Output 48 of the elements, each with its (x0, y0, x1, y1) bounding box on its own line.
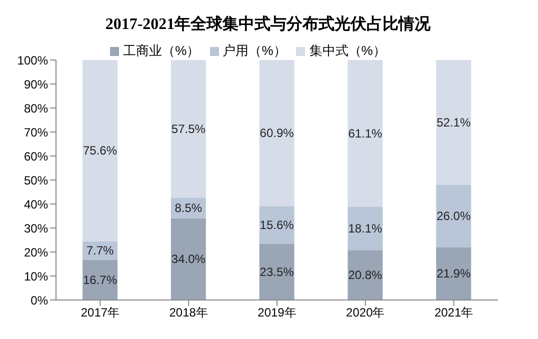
legend-label: 工商业（%） (123, 43, 200, 58)
x-tick-label: 2020年 (346, 306, 385, 320)
y-tick-label: 10% (24, 269, 48, 284)
y-tick-label: 30% (24, 221, 48, 236)
data-label: 7.7% (86, 244, 114, 258)
y-tick-label: 40% (24, 197, 48, 212)
bar (259, 60, 294, 206)
legend-label: 集中式（%） (309, 43, 386, 58)
data-label: 21.9% (436, 266, 471, 281)
data-label: 34.0% (171, 252, 206, 266)
bar (348, 60, 383, 207)
data-label: 61.1% (348, 126, 383, 140)
x-tick-label: 2021年 (434, 306, 474, 320)
x-tick-label: 2019年 (258, 306, 296, 320)
y-tick-label: 0% (30, 293, 48, 308)
y-tick-label: 90% (24, 77, 48, 92)
bar (82, 60, 118, 242)
data-label: 16.7% (83, 272, 118, 287)
legend-label: 户用（%） (222, 43, 286, 58)
data-label: 23.5% (260, 264, 294, 279)
bar (436, 247, 472, 300)
data-label: 15.6% (260, 218, 294, 232)
bar (170, 60, 206, 198)
data-label: 52.1% (436, 116, 471, 130)
data-label: 26.0% (436, 209, 471, 224)
data-label: 8.5% (174, 201, 202, 216)
data-label: 75.6% (83, 144, 118, 158)
bar (436, 185, 472, 248)
bar (259, 206, 294, 244)
y-tick-label: 60% (24, 149, 48, 164)
y-tick-label: 100% (17, 53, 48, 68)
bar (436, 60, 472, 186)
bar (82, 260, 118, 300)
bar (170, 218, 206, 300)
y-tick-label: 20% (24, 245, 48, 260)
data-label: 57.5% (171, 122, 206, 136)
data-label: 60.9% (260, 126, 294, 140)
bar (348, 250, 383, 300)
y-tick-label: 80% (24, 101, 48, 116)
chart-title: 2017-2021年全球集中式与分布式光伏占比情况 (104, 14, 432, 35)
bar (259, 244, 294, 300)
data-label: 20.8% (348, 268, 383, 282)
x-tick-label: 2018年 (169, 306, 208, 320)
data-label: 18.1% (348, 221, 383, 236)
x-tick-label: 2017年 (80, 306, 120, 320)
y-tick-label: 50% (24, 173, 48, 188)
bar (348, 206, 383, 250)
y-tick-label: 70% (24, 125, 48, 140)
